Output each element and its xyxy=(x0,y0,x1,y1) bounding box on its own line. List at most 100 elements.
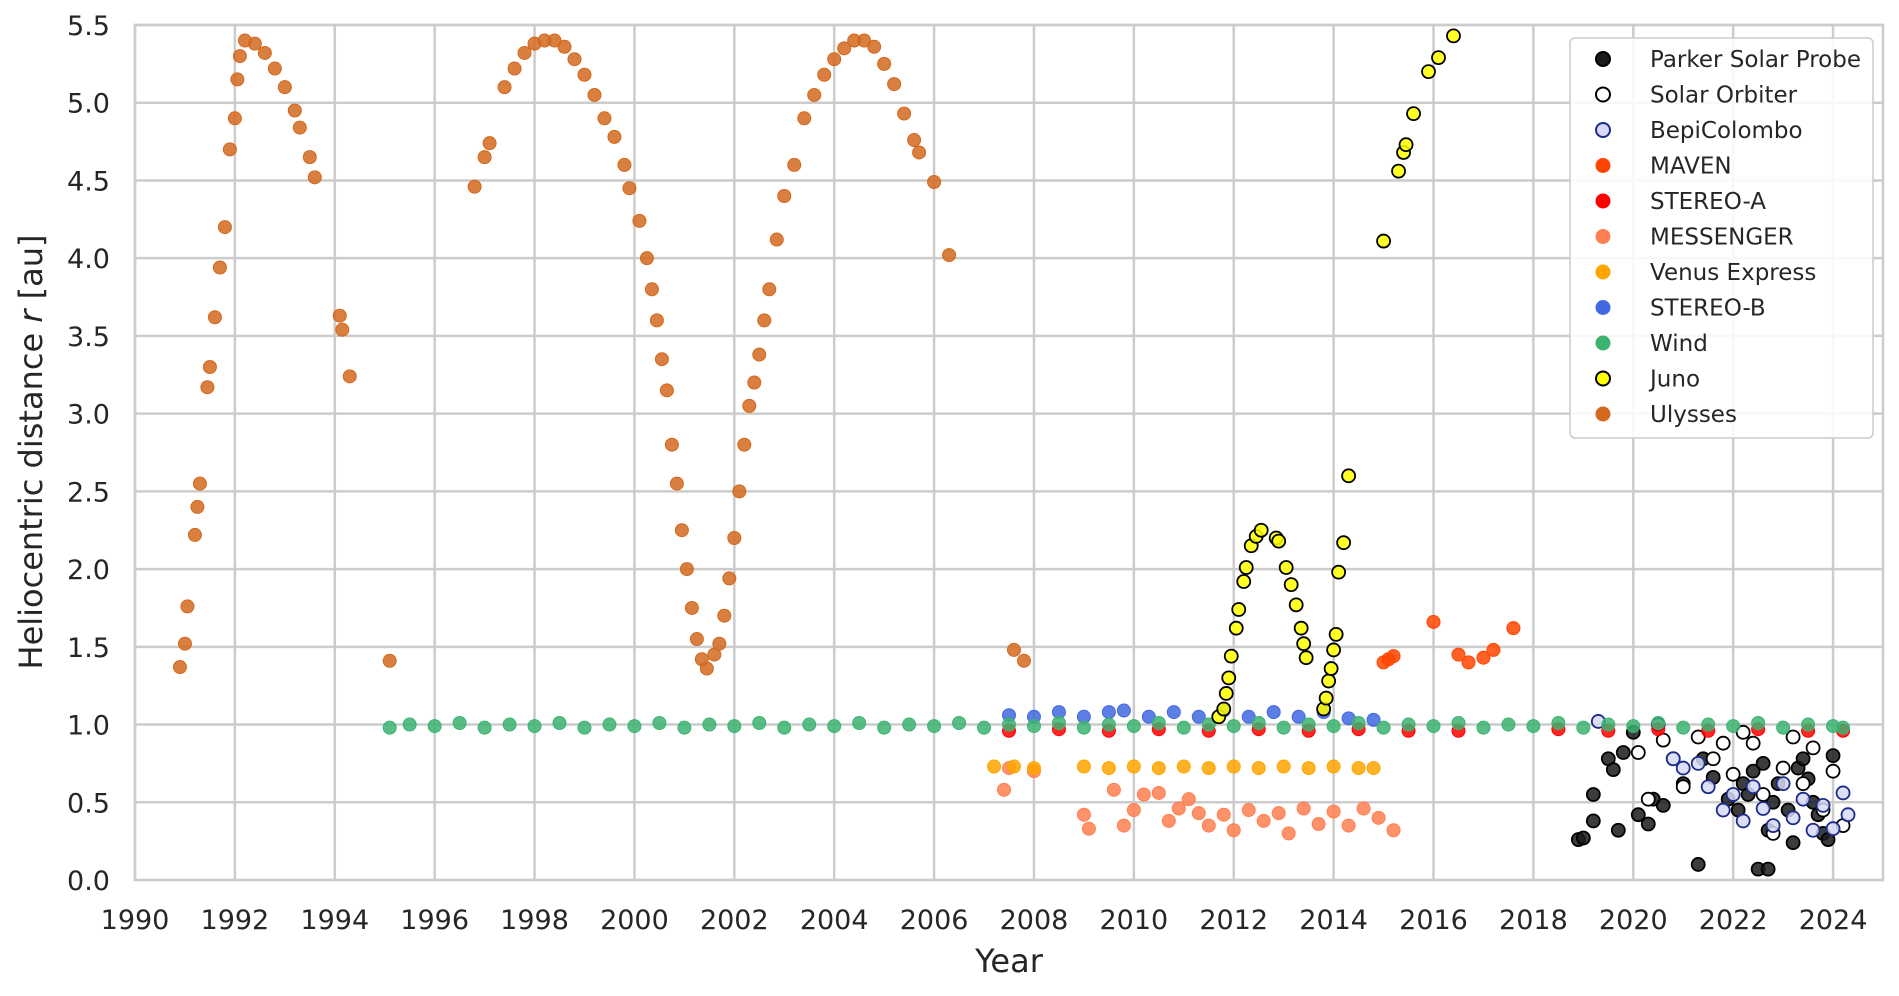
legend: Parker Solar Probe Solar Orbiter BepiColom… xyxy=(1569,37,1874,439)
data-point xyxy=(1401,717,1416,732)
legend-label: STEREO-A xyxy=(1650,189,1766,215)
data-point xyxy=(1755,787,1771,802)
data-point xyxy=(1051,715,1066,730)
data-point xyxy=(287,103,302,118)
legend-label: Venus Express xyxy=(1650,260,1816,286)
data-point xyxy=(1216,807,1231,822)
data-point xyxy=(877,56,892,71)
data-point xyxy=(1231,602,1247,617)
data-point xyxy=(1690,756,1706,771)
x-tick-label: 2022 xyxy=(1699,905,1768,936)
legend-marker xyxy=(1595,370,1611,387)
data-point xyxy=(1016,653,1031,668)
data-point xyxy=(1201,761,1216,776)
x-tick-label: 2016 xyxy=(1399,905,1468,936)
data-point xyxy=(247,36,262,51)
data-point xyxy=(1760,861,1776,877)
data-point xyxy=(517,45,532,60)
data-point xyxy=(1226,719,1241,734)
data-point xyxy=(1801,717,1816,732)
data-point xyxy=(1326,804,1341,819)
data-point xyxy=(787,157,802,172)
data-point xyxy=(927,719,942,734)
data-point xyxy=(1026,719,1041,734)
data-point xyxy=(1501,717,1516,732)
data-point xyxy=(807,87,822,102)
data-point xyxy=(1341,468,1357,484)
data-point xyxy=(942,248,957,263)
x-tick-label: 2004 xyxy=(800,905,869,936)
legend-marker xyxy=(1595,86,1611,103)
data-point xyxy=(1101,717,1116,732)
data-point xyxy=(1690,857,1706,872)
data-point xyxy=(722,571,737,586)
data-point xyxy=(222,142,237,157)
data-point xyxy=(477,150,492,165)
data-point xyxy=(1191,806,1206,821)
data-point xyxy=(617,157,632,172)
data-point xyxy=(482,136,497,151)
legend-label: STEREO-B xyxy=(1650,296,1766,322)
data-point xyxy=(1526,719,1541,734)
y-axis-title-prefix: Heliocentric distance xyxy=(12,323,50,670)
data-point xyxy=(597,111,612,126)
data-point xyxy=(1506,621,1521,636)
x-tick-label: 2000 xyxy=(600,905,669,936)
data-point xyxy=(654,352,669,367)
data-point xyxy=(307,170,322,185)
data-point xyxy=(1725,766,1741,782)
data-point xyxy=(1301,761,1316,776)
data-point xyxy=(987,759,1002,774)
series-juno xyxy=(1211,28,1461,725)
data-point xyxy=(802,717,817,732)
data-point xyxy=(1825,748,1841,764)
data-point xyxy=(817,67,832,82)
y-axis-title: Heliocentric distance r [au] xyxy=(12,235,50,670)
legend-label: Juno xyxy=(1648,367,1700,393)
data-point xyxy=(877,720,892,735)
y-tick-label: 0.0 xyxy=(67,866,110,897)
data-point xyxy=(207,310,222,325)
data-point xyxy=(607,129,622,144)
data-point xyxy=(1421,64,1436,80)
data-point xyxy=(1251,761,1266,776)
data-point xyxy=(757,313,772,328)
data-point xyxy=(227,111,242,126)
data-point xyxy=(1271,533,1287,549)
data-point xyxy=(1640,791,1656,807)
data-point xyxy=(1181,792,1196,807)
data-point xyxy=(567,52,582,67)
data-point xyxy=(1166,705,1181,720)
data-point xyxy=(1006,642,1021,657)
data-point xyxy=(1126,759,1141,774)
x-tick-label: 1992 xyxy=(201,905,270,936)
data-point xyxy=(1665,751,1681,767)
data-point xyxy=(1266,705,1281,720)
data-point xyxy=(1126,719,1141,734)
data-point xyxy=(1241,803,1256,818)
data-point xyxy=(1226,759,1241,774)
data-point xyxy=(1311,817,1326,832)
data-point xyxy=(1615,745,1631,760)
data-point xyxy=(1585,813,1601,829)
data-point xyxy=(1006,759,1021,774)
data-point xyxy=(1386,649,1401,664)
data-point xyxy=(1321,673,1337,689)
data-point xyxy=(867,39,882,54)
data-point xyxy=(1725,787,1741,802)
x-tick-label: 2006 xyxy=(900,905,969,936)
data-point xyxy=(1630,745,1646,760)
data-point xyxy=(1840,807,1856,823)
legend-marker xyxy=(1595,51,1611,67)
data-point xyxy=(557,39,572,54)
data-point xyxy=(1328,626,1344,642)
data-point xyxy=(1366,712,1381,727)
legend-marker xyxy=(1595,229,1611,244)
data-point xyxy=(1775,776,1791,792)
data-point xyxy=(742,398,757,413)
series-maven xyxy=(1376,614,1521,670)
data-point xyxy=(547,33,562,48)
legend-label: Wind xyxy=(1650,331,1708,357)
data-point xyxy=(1690,729,1706,745)
x-tick-labels: 1990 1992 1994 1996 1998 2000 2002 2004 2006 2008… xyxy=(101,905,1868,936)
